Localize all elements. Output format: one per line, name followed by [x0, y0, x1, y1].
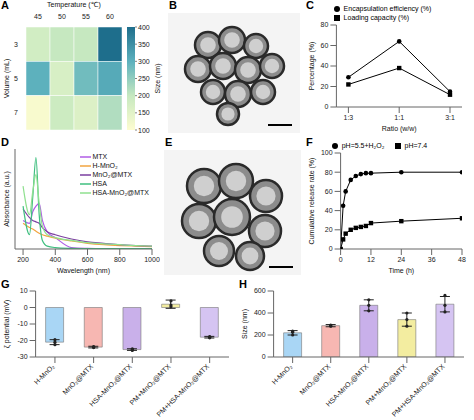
html-text:Encapsulation efficiency (%): Encapsulation efficiency (%) [343, 5, 432, 12]
html-text:G: G [1, 278, 10, 290]
html-text:F: F [306, 136, 313, 148]
svg-text:48: 48 [458, 256, 466, 263]
svg-text:Cumulative release rate (%): Cumulative release rate (%) [308, 158, 316, 245]
svg-text:100: 100 [138, 127, 150, 134]
svg-text:Ratio (w/w): Ratio (w/w) [382, 125, 417, 133]
html-text:pH=7.4: pH=7.4 [404, 142, 428, 149]
svg-text:H-MnO₂: H-MnO₂ [33, 363, 56, 386]
svg-text:200: 200 [138, 92, 150, 99]
svg-text:55: 55 [82, 13, 90, 20]
svg-text:0: 0 [329, 245, 333, 252]
svg-text:250: 250 [138, 75, 150, 82]
svg-text:36: 36 [428, 256, 436, 263]
svg-text:Percentage (%): Percentage (%) [308, 42, 316, 91]
svg-text:3: 3 [14, 41, 18, 48]
html-text:B: B [169, 0, 177, 11]
html-text:pH=5.5+H₂O₂: pH=5.5+H₂O₂ [341, 142, 385, 149]
svg-text:-10: -10 [17, 320, 27, 327]
svg-text:PM+MnO₂@MTX: PM+MnO₂@MTX [364, 363, 408, 407]
html-text:HSA: HSA [92, 180, 107, 187]
svg-text:200: 200 [254, 331, 266, 338]
svg-text:24: 24 [397, 256, 405, 263]
html-text:H-MnO₂: H-MnO₂ [92, 162, 118, 169]
svg-text:Time (h): Time (h) [388, 267, 414, 275]
svg-text:100: 100 [321, 149, 333, 156]
svg-text:800: 800 [114, 256, 126, 263]
html-text:MnO₂@MTX: MnO₂@MTX [92, 171, 133, 178]
svg-text:MnO₂@MTX: MnO₂@MTX [61, 363, 94, 396]
svg-text:MnO₂@MTX: MnO₂@MTX [298, 363, 331, 396]
svg-text:1:3: 1:3 [344, 114, 354, 121]
svg-text:50: 50 [58, 13, 66, 20]
svg-text:Size (nm): Size (nm) [241, 309, 249, 339]
svg-text:0: 0 [24, 304, 28, 311]
svg-text:20: 20 [325, 226, 333, 233]
svg-text:400: 400 [254, 309, 266, 316]
svg-text:7: 7 [14, 109, 18, 116]
svg-text:-20: -20 [17, 337, 27, 344]
svg-text:400: 400 [138, 24, 150, 31]
svg-text:60: 60 [106, 13, 114, 20]
svg-text:150: 150 [138, 109, 150, 116]
svg-text:10: 10 [20, 287, 28, 294]
svg-text:PM+HSA-MnO₂@MTX: PM+HSA-MnO₂@MTX [155, 363, 210, 418]
svg-text:0: 0 [324, 103, 328, 110]
svg-text:Volume (mL): Volume (mL) [3, 59, 11, 99]
svg-text:3:1: 3:1 [445, 114, 455, 121]
html-text:C: C [306, 0, 314, 11]
svg-text:1:1: 1:1 [394, 114, 404, 121]
svg-text:600: 600 [82, 256, 94, 263]
svg-text:80: 80 [321, 21, 329, 28]
html-text:H: H [239, 278, 247, 290]
svg-text:20: 20 [321, 83, 329, 90]
html-text:Loading capacity (%): Loading capacity (%) [343, 14, 409, 21]
svg-text:0: 0 [262, 353, 266, 360]
html-text:HSA-MnO₂@MTX: HSA-MnO₂@MTX [92, 189, 149, 196]
svg-text:1000: 1000 [144, 256, 160, 263]
svg-text:45: 45 [34, 13, 42, 20]
svg-text:600: 600 [254, 287, 266, 294]
svg-text:ζ potential (mV): ζ potential (mV) [3, 300, 11, 349]
svg-text:60: 60 [325, 188, 333, 195]
html-text:Temperature (℃): Temperature (℃) [47, 1, 101, 8]
svg-text:60: 60 [321, 42, 329, 49]
svg-text:Wavelength (nm): Wavelength (nm) [57, 267, 110, 275]
svg-text:80: 80 [325, 169, 333, 176]
svg-text:PM+HSA-MnO₂@MTX: PM+HSA-MnO₂@MTX [390, 363, 445, 418]
svg-text:HSA-MnO₂@MTX: HSA-MnO₂@MTX [88, 363, 133, 408]
svg-text:Size (nm): Size (nm) [154, 64, 162, 94]
svg-text:H-MnO₂: H-MnO₂ [271, 363, 294, 386]
svg-text:-30: -30 [17, 353, 27, 360]
html-text:E: E [165, 136, 173, 148]
svg-text:350: 350 [138, 41, 150, 48]
svg-text:300: 300 [138, 58, 150, 65]
svg-text:40: 40 [325, 207, 333, 214]
html-text:D: D [1, 136, 9, 148]
svg-text:0: 0 [339, 256, 343, 263]
svg-text:200: 200 [17, 256, 29, 263]
svg-text:400: 400 [49, 256, 61, 263]
svg-text:12: 12 [367, 256, 375, 263]
svg-text:HSA-MnO₂@MTX: HSA-MnO₂@MTX [325, 363, 370, 408]
svg-text:40: 40 [321, 62, 329, 69]
svg-text:Absorbance (a.u.): Absorbance (a.u.) [3, 171, 11, 227]
svg-text:5: 5 [14, 75, 18, 82]
html-text:A: A [1, 0, 9, 11]
svg-text:PM+MnO₂@MTX: PM+MnO₂@MTX [128, 363, 172, 407]
html-text:MTX: MTX [92, 153, 108, 160]
